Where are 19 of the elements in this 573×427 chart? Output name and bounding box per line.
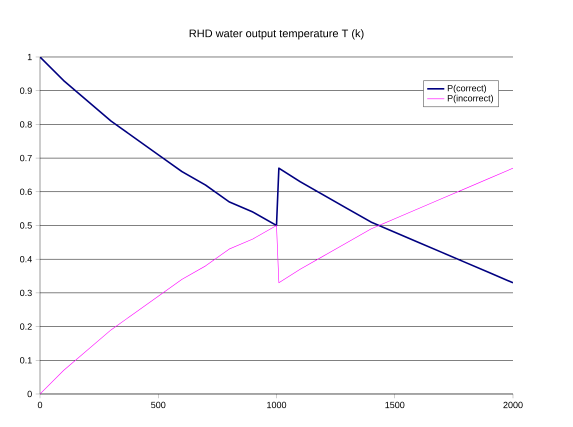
x-tick-label: 0 (38, 402, 42, 408)
y-tick-label: 1 (28, 54, 32, 60)
y-tick-label: 0.2 (20, 323, 32, 330)
y-tick-label: 0.5 (20, 222, 32, 229)
x-tick-label: 1500 (385, 402, 404, 408)
legend-label: P(incorrect) (448, 94, 494, 104)
y-tick-label: 0.3 (20, 290, 32, 296)
y-tick-label: 0.9 (20, 88, 32, 94)
legend-label: P(correct) (448, 84, 486, 94)
x-tick-label: 500 (151, 402, 166, 408)
y-tick-label: 0.1 (20, 357, 32, 364)
y-tick-label: 0 (28, 390, 32, 398)
x-tick-label: 2000 (503, 402, 523, 408)
x-tick-label: 1000 (267, 402, 286, 408)
y-tick-label: 0.4 (20, 256, 32, 262)
chart-title: RHD water output temperature T (k) (190, 29, 364, 40)
y-tick-label: 0.8 (20, 121, 32, 128)
y-tick-label: 0.6 (20, 188, 32, 195)
y-tick-label: 0.7 (20, 154, 32, 162)
